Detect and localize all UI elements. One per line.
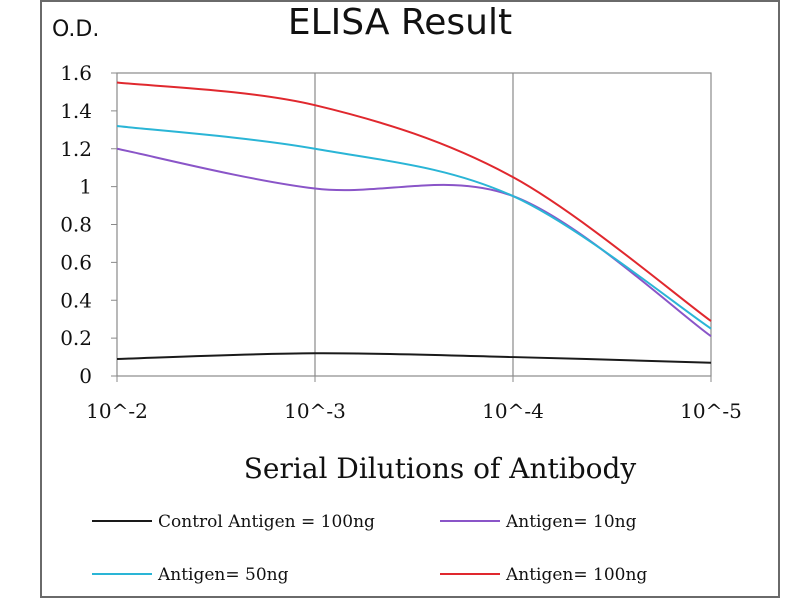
series-line-2 [116, 125, 712, 330]
y-tick-label: 0.8 [60, 213, 92, 237]
legend-label-0: Control Antigen = 100ng [158, 512, 375, 532]
y-tick-label: 1 [79, 175, 92, 199]
series-line-0 [116, 352, 712, 364]
y-axis-label: O.D. [52, 17, 99, 42]
legend: Control Antigen = 100ng Antigen= 10ng Anti… [92, 512, 647, 585]
y-tick-label: 0.4 [60, 288, 92, 312]
y-tick-label: 0.2 [60, 326, 92, 350]
legend-label-3: Antigen= 100ng [505, 565, 647, 585]
series-line-1 [116, 147, 712, 338]
legend-label-1: Antigen= 10ng [505, 512, 637, 532]
chart-title: ELISA Result [288, 2, 512, 43]
y-tick-label: 0 [79, 364, 92, 388]
plot-area [116, 72, 712, 377]
series-line-3 [116, 81, 712, 322]
y-tick-label: 1.2 [60, 137, 92, 161]
x-tick-label: 10^-3 [284, 399, 346, 423]
y-tick-label: 1.4 [60, 99, 92, 123]
plot-border [116, 72, 712, 377]
x-tick-label: 10^-4 [482, 399, 544, 423]
x-axis-label: Serial Dilutions of Antibody [244, 452, 637, 485]
x-axis-ticks: 10^-2 10^-3 10^-4 10^-5 [86, 376, 742, 423]
y-axis-ticks: 0 0.2 0.4 0.6 0.8 1 1.2 1.4 1.6 [60, 61, 117, 388]
chart-frame [40, 0, 780, 598]
y-tick-label: 0.6 [60, 250, 92, 274]
series-lines [116, 81, 712, 364]
y-tick-label: 1.6 [60, 61, 92, 85]
x-tick-label: 10^-5 [680, 399, 742, 423]
x-tick-label: 10^-2 [86, 399, 148, 423]
legend-label-2: Antigen= 50ng [157, 565, 289, 585]
